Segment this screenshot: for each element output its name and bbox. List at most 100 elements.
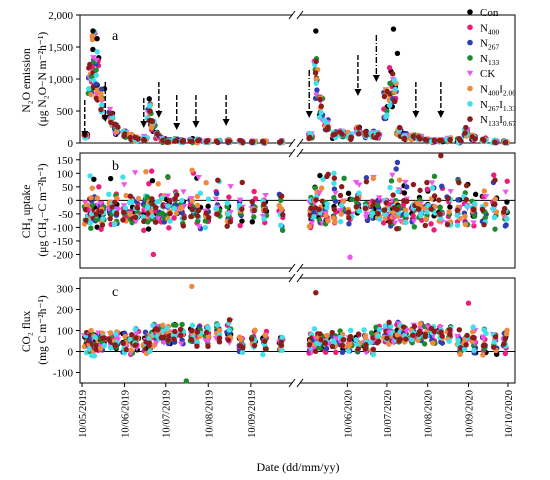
n2o-point xyxy=(362,129,369,135)
ch4-point xyxy=(189,167,195,173)
ch4-point xyxy=(131,170,139,176)
y-tick-label-b: 150 xyxy=(57,155,74,167)
axis-break-gap xyxy=(292,150,300,156)
ch4-point xyxy=(354,199,360,206)
co2-point xyxy=(400,324,407,330)
ch4-point xyxy=(251,188,257,195)
ch4-point xyxy=(251,214,257,220)
co2-point xyxy=(132,342,139,348)
ch4-point xyxy=(380,220,387,226)
n2o-point xyxy=(98,102,105,108)
ch4-point xyxy=(454,212,461,219)
n2o-point xyxy=(339,131,345,137)
co2-point xyxy=(317,345,323,351)
legend-item: N400I2.00 xyxy=(467,84,516,98)
co2-point xyxy=(329,343,336,350)
ch4-point xyxy=(89,185,95,191)
co2-point xyxy=(194,343,200,349)
ch4-point xyxy=(88,225,94,231)
y-tick-label-b: -50 xyxy=(58,209,73,221)
x-tick-label: 10/10/2020 xyxy=(504,390,515,438)
co2-point xyxy=(386,341,392,347)
ch4-point xyxy=(363,178,370,185)
n2o-point xyxy=(469,134,476,140)
ch4-point xyxy=(446,209,452,215)
axis-break-slash xyxy=(288,10,296,20)
n2o-point xyxy=(318,103,324,109)
n2o-peak-point xyxy=(313,28,319,34)
co2-point xyxy=(249,336,255,342)
ch4-point xyxy=(356,190,362,196)
n2o-point xyxy=(355,125,362,131)
ch4-point xyxy=(504,178,510,184)
application-arrow-head xyxy=(222,119,230,126)
ch4-point xyxy=(205,196,212,202)
co2-point xyxy=(188,336,195,343)
n2o-point xyxy=(332,131,338,137)
co2-point xyxy=(455,337,461,344)
ch4-point xyxy=(121,182,128,188)
ch4-point xyxy=(472,191,479,198)
n2o-point xyxy=(384,108,390,114)
axis-break-gap xyxy=(292,380,300,386)
co2-point xyxy=(86,346,93,352)
co2-extreme-point xyxy=(189,283,195,290)
co2-point xyxy=(461,346,468,353)
n2o-point xyxy=(375,131,382,138)
co2-point xyxy=(345,348,352,354)
ch4-point xyxy=(203,210,209,216)
ch4-point xyxy=(99,222,106,228)
co2-point xyxy=(370,351,377,358)
ch4-point xyxy=(132,219,140,225)
ch4-point xyxy=(87,173,93,179)
panel-a-arrows xyxy=(81,35,445,138)
legend-label-main2: I xyxy=(499,99,503,111)
co2-point xyxy=(150,322,156,329)
axis-break-slash xyxy=(288,378,296,388)
ch4-point xyxy=(91,176,97,182)
co2-point xyxy=(384,335,390,341)
y-tick-label-a: 2,000 xyxy=(48,10,73,22)
n2o-point xyxy=(146,103,153,109)
ch4-point xyxy=(395,188,401,195)
legend-label: N133 xyxy=(480,53,499,67)
ch4-point xyxy=(492,201,498,208)
ch4-point xyxy=(167,210,173,217)
ch4-point xyxy=(423,216,429,222)
ch4-point xyxy=(491,172,497,178)
ch4-extreme-point xyxy=(438,153,444,159)
co2-point xyxy=(165,337,171,343)
ch4-point xyxy=(317,172,323,179)
co2-point xyxy=(479,334,487,340)
co2-point xyxy=(251,342,258,349)
co2-point xyxy=(347,333,354,340)
ch4-point xyxy=(481,222,487,228)
n2o-point xyxy=(215,139,221,146)
n2o-point xyxy=(355,130,362,137)
legend-item: Con xyxy=(467,7,499,19)
ch4-point xyxy=(126,199,133,206)
n2o-peak-point xyxy=(394,50,401,57)
co2-point xyxy=(312,348,319,355)
ch4-point xyxy=(337,192,344,199)
application-arrow-head xyxy=(101,115,109,122)
ch4-point xyxy=(455,197,461,203)
ch4-point xyxy=(178,204,184,211)
axis-break-slash xyxy=(296,148,304,158)
legend-label: N400 xyxy=(480,22,499,36)
co2-point xyxy=(333,349,339,356)
co2-point xyxy=(123,346,129,353)
ch4-point xyxy=(225,211,231,217)
ch4-point xyxy=(492,177,498,183)
legend: ConN400N267N133CKN400I2.00N267I1.33N133I… xyxy=(466,7,516,128)
ch4-point xyxy=(278,197,284,203)
co2-point xyxy=(93,346,99,353)
ch4-point xyxy=(202,224,209,231)
ch4-point xyxy=(174,192,180,198)
ch4-point xyxy=(472,200,478,207)
axis-break-gap xyxy=(292,265,300,271)
x-axis-title: Date (dd/mm/yy) xyxy=(257,460,340,474)
co2-point xyxy=(88,327,94,334)
ch4-point xyxy=(375,210,381,217)
n2o-point xyxy=(94,87,100,93)
